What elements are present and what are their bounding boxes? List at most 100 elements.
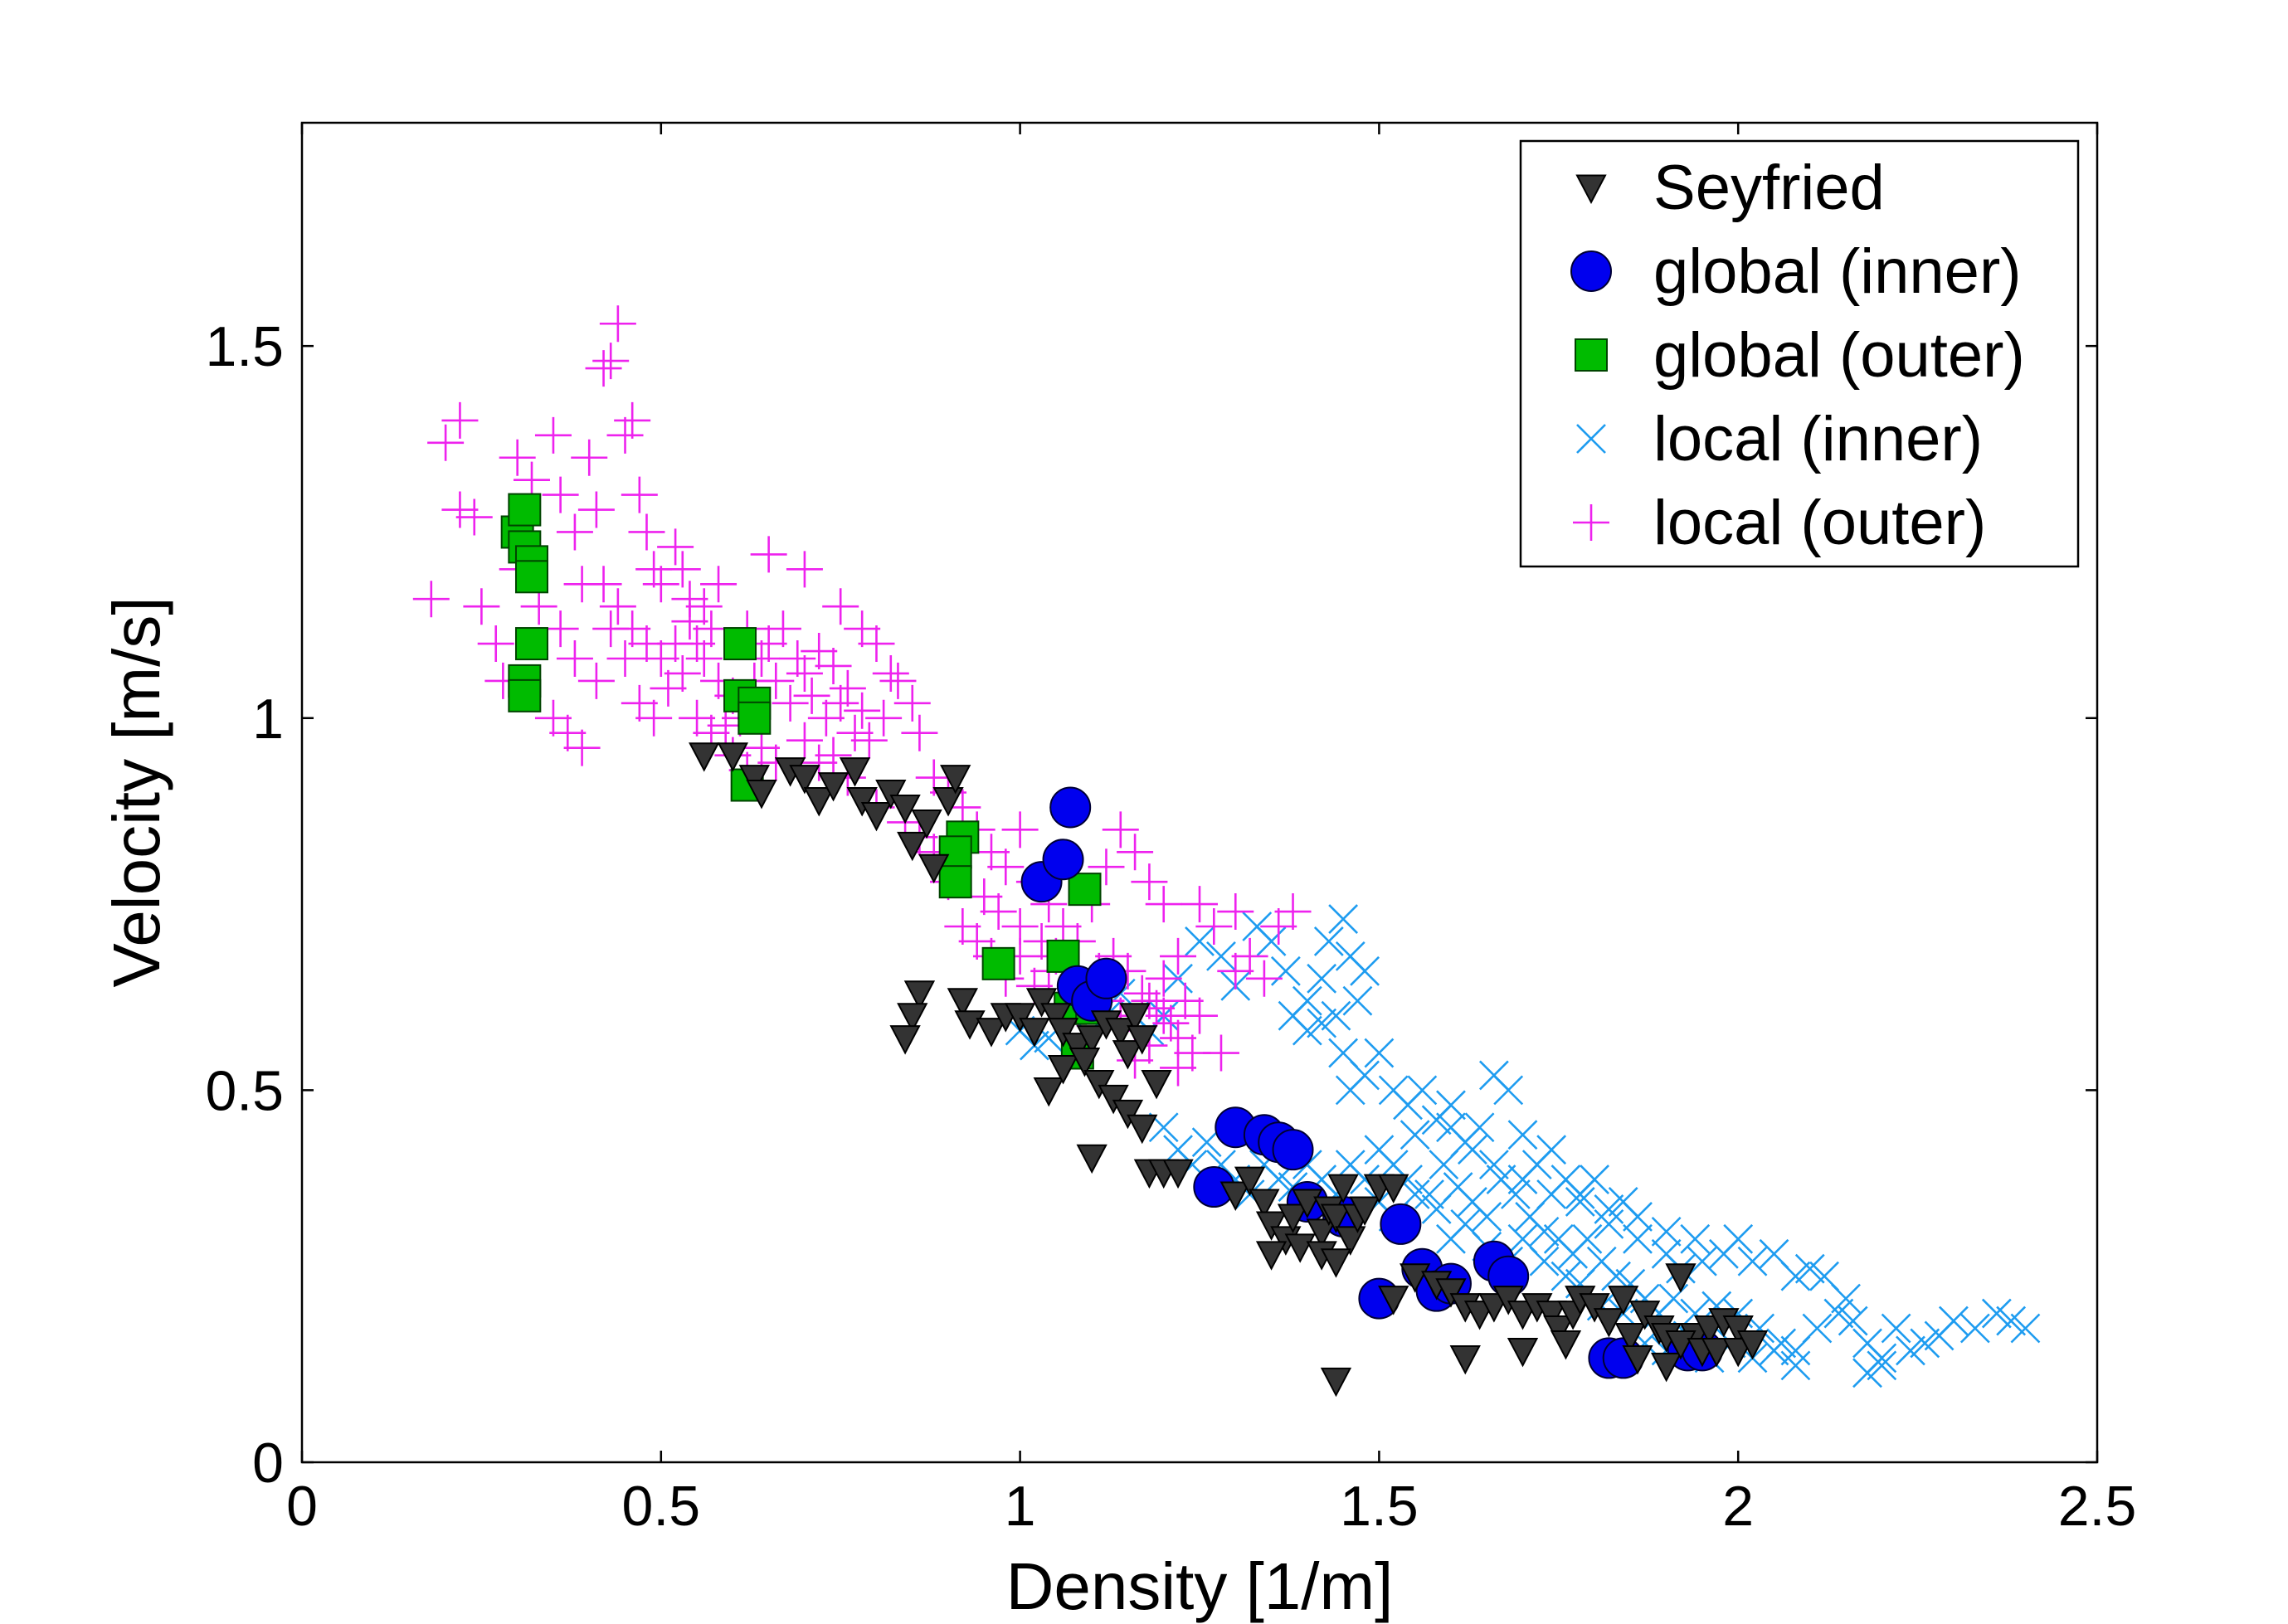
data-point-local-inner — [1321, 1000, 1351, 1031]
data-point-local-outer — [571, 439, 608, 476]
data-point-local-inner — [1270, 955, 1301, 986]
data-point-global-outer — [508, 678, 542, 712]
data-point-seyfried — [1665, 1263, 1697, 1293]
data-point-local-inner — [1464, 1112, 1495, 1143]
data-point-global-inner — [1380, 1203, 1422, 1245]
data-point-seyfried — [1219, 1181, 1251, 1211]
data-point-seyfried — [1083, 1069, 1115, 1100]
data-point-local-outer — [858, 625, 895, 663]
data-point-local-inner — [1594, 1208, 1624, 1239]
legend-marker-local-inner — [1576, 424, 1606, 454]
data-point-local-outer — [657, 625, 694, 663]
data-point-local-outer — [1166, 982, 1204, 1019]
data-point-local-inner — [1328, 904, 1359, 934]
data-point-local-outer — [793, 677, 830, 714]
y-axis-title: Velocity [m/s] — [100, 596, 173, 987]
data-point-local-outer — [1044, 908, 1082, 945]
data-point-local-inner — [1407, 1075, 1438, 1106]
data-point-local-outer — [685, 588, 723, 625]
data-point-local-inner — [1529, 1246, 1560, 1276]
data-point-local-outer — [801, 744, 838, 781]
data-point-seyfried — [1543, 1315, 1575, 1345]
data-point-seyfried — [846, 787, 878, 817]
y-tick-label: 0.5 — [205, 1059, 284, 1122]
data-point-local-outer — [844, 692, 881, 729]
x-tick-label: 2 — [1722, 1475, 1754, 1538]
data-point-local-inner — [1529, 1216, 1560, 1247]
data-point-local-outer — [412, 581, 450, 618]
data-point-local-inner — [1206, 941, 1236, 971]
data-point-seyfried — [1306, 1218, 1337, 1248]
data-point-local-outer — [606, 640, 644, 677]
data-point-local-inner — [1313, 926, 1344, 956]
data-point-local-outer — [650, 669, 687, 707]
data-point-local-outer — [1274, 893, 1312, 931]
data-point-local-outer — [614, 610, 651, 648]
data-point-local-inner — [1623, 1202, 1653, 1232]
legend-symbols — [1570, 174, 1612, 541]
data-point-local-outer — [563, 729, 601, 766]
data-point-seyfried — [940, 765, 971, 795]
data-point-seyfried — [1076, 1144, 1107, 1174]
data-point-local-outer — [1181, 886, 1218, 923]
data-point-local-outer — [542, 476, 579, 513]
data-point-local-outer — [671, 603, 708, 640]
data-point-seyfried — [1255, 1211, 1288, 1241]
data-point-local-inner — [1687, 1246, 1717, 1276]
data-point-seyfried — [1507, 1337, 1539, 1368]
data-point-local-outer — [1217, 893, 1254, 931]
data-point-local-outer — [477, 625, 514, 663]
data-point-local-inner — [1780, 1261, 1811, 1291]
data-point-seyfried — [1040, 1003, 1072, 1033]
data-point-seyfried — [1019, 1018, 1050, 1048]
data-point-local-outer — [700, 566, 738, 603]
data-point-local-inner — [1342, 985, 1373, 1016]
legend-marker-global-outer — [1575, 338, 1608, 372]
data-point-local-outer — [901, 714, 938, 751]
data-point-local-outer — [664, 654, 701, 692]
data-point-local-inner — [1565, 1187, 1595, 1217]
legend-box — [1519, 139, 2080, 568]
data-point-local-outer — [822, 588, 859, 625]
data-point-seyfried — [1320, 1367, 1352, 1398]
data-point-local-outer — [987, 848, 1025, 886]
x-tick-label: 1 — [1005, 1475, 1036, 1538]
data-point-local-inner — [1507, 1120, 1538, 1150]
data-point-local-outer — [1001, 908, 1039, 945]
x-tick-label: 0.5 — [622, 1475, 701, 1538]
data-point-local-outer — [915, 759, 952, 796]
data-point-local-inner — [1350, 1060, 1380, 1091]
data-point-local-outer — [534, 699, 572, 737]
data-point-local-outer — [944, 908, 981, 945]
data-point-seyfried — [976, 1018, 1007, 1048]
data-point-local-outer — [642, 566, 679, 603]
data-point-seyfried — [918, 853, 950, 884]
data-point-seyfried — [1234, 1166, 1266, 1197]
data-point-local-outer — [1145, 997, 1182, 1034]
data-point-seyfried — [1141, 1069, 1172, 1100]
data-point-local-outer — [679, 699, 716, 737]
data-point-local-outer — [520, 588, 557, 625]
data-point-seyfried — [1162, 1159, 1194, 1189]
y-tick-label: 1 — [252, 688, 284, 751]
data-point-local-outer — [742, 729, 780, 766]
data-point-local-outer — [621, 684, 658, 722]
data-point-local-outer — [1195, 908, 1233, 945]
legend: Seyfried global (inner) global (outer) l… — [1519, 139, 2080, 568]
data-point-seyfried — [897, 831, 928, 862]
data-point-local-inner — [1507, 1165, 1538, 1194]
data-point-local-outer — [635, 699, 673, 737]
data-point-seyfried — [1033, 1077, 1064, 1107]
data-point-seyfried — [817, 772, 849, 802]
data-point-local-inner — [1421, 1194, 1452, 1224]
data-point-global-inner — [1272, 1129, 1314, 1171]
data-point-local-inner — [1823, 1298, 1854, 1329]
data-point-local-outer — [779, 640, 816, 677]
data-point-seyfried — [1335, 1226, 1366, 1256]
data-point-local-outer — [621, 476, 658, 513]
data-point-seyfried — [1449, 1344, 1481, 1375]
data-point-seyfried — [1320, 1248, 1352, 1278]
data-point-local-outer — [592, 343, 630, 380]
data-point-seyfried — [746, 780, 777, 810]
